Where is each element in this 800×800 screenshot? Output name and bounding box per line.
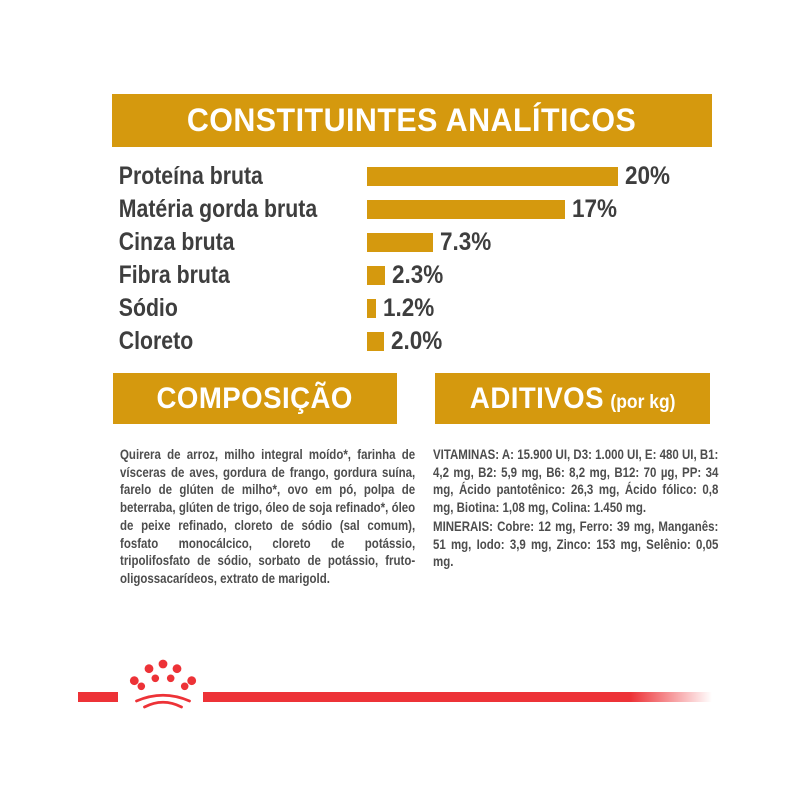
chart-value-label: 2.0% — [391, 327, 443, 355]
aditivos-header: ADITIVOS (por kg) — [435, 373, 710, 424]
chart-category-label: Cinza bruta — [118, 228, 235, 256]
minerais-text: MINERAIS: Cobre: 12 mg, Ferro: 39 mg, Ma… — [433, 518, 719, 570]
chart-bar — [367, 332, 384, 351]
chart-row: Sódio 1.2% — [112, 292, 752, 325]
chart-bar — [367, 200, 565, 219]
analytical-constituents-title: CONSTITUINTES ANALÍTICOS — [187, 102, 637, 138]
chart-value-label: 1.2% — [383, 294, 435, 322]
chart-row: Matéria gorda bruta 17% — [112, 193, 752, 226]
chart-bar-area: 1.2% — [367, 294, 440, 323]
chart-row: Cinza bruta 7.3% — [112, 226, 752, 259]
chart-value-label: 7.3% — [440, 228, 492, 256]
aditivos-title: ADITIVOS — [469, 381, 604, 415]
composicao-title-wrap: COMPOSIÇÃO — [157, 382, 353, 416]
composicao-header: COMPOSIÇÃO — [113, 373, 397, 424]
aditivos-title-suffix: (por kg) — [610, 391, 676, 413]
chart-value-label: 2.3% — [392, 261, 444, 289]
vitaminas-text: VITAMINAS: A: 15.900 UI, D3: 1.000 UI, E… — [433, 446, 719, 516]
chart-row: Cloreto 2.0% — [112, 325, 752, 358]
composicao-title: COMPOSIÇÃO — [156, 381, 354, 415]
chart-bar-area: 2.0% — [367, 327, 448, 356]
chart-value-label: 20% — [625, 162, 671, 190]
chart-bar — [367, 167, 618, 186]
chart-value-label: 17% — [572, 195, 618, 223]
brand-rule-left — [78, 692, 118, 702]
chart-bar-area: 7.3% — [367, 228, 497, 257]
chart-category-label: Proteína bruta — [118, 162, 263, 190]
chart-row: Proteína bruta 20% — [112, 160, 752, 193]
chart-category-label: Matéria gorda bruta — [118, 195, 318, 223]
chart-category-label: Fibra bruta — [118, 261, 230, 289]
brand-rule-right — [203, 692, 712, 702]
chart-bar — [367, 266, 385, 285]
chart-bar — [367, 233, 433, 252]
chart-category-label: Sódio — [118, 294, 178, 322]
chart-row: Fibra bruta 2.3% — [112, 259, 752, 292]
chart-bar-area: 2.3% — [367, 261, 449, 290]
composicao-ingredients-text: Quirera de arroz, milho integral moído*,… — [120, 446, 416, 586]
analytical-constituents-header: CONSTITUINTES ANALÍTICOS — [112, 94, 712, 147]
royal-canin-crown-icon — [129, 659, 197, 709]
chart-category-label: Cloreto — [118, 327, 194, 355]
aditivos-title-wrap: ADITIVOS (por kg) — [470, 382, 676, 416]
analytical-constituents-bar-chart: Proteína bruta 20% Matéria gorda bruta 17% C… — [112, 160, 752, 358]
chart-bar-area: 17% — [367, 195, 622, 224]
chart-bar-area: 20% — [367, 162, 675, 191]
chart-bar — [367, 299, 376, 318]
